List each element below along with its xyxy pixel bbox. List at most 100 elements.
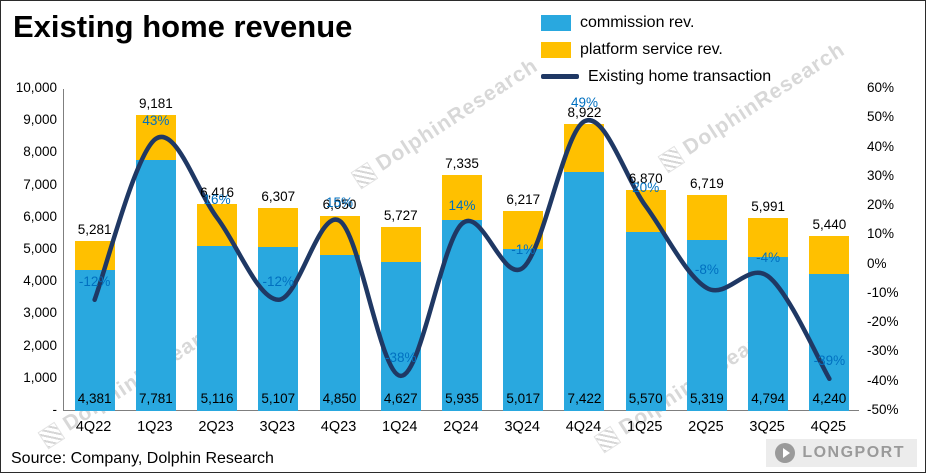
longport-logo-icon	[775, 443, 796, 463]
bar-total-label: 9,181	[138, 96, 173, 112]
bar-commission	[135, 160, 176, 411]
line-value-label: 20%	[632, 180, 660, 196]
bar-total-label: 6,217	[506, 191, 541, 207]
bar-commission	[380, 262, 421, 411]
y2-axis-tick: -20%	[867, 314, 899, 330]
bar-commission	[809, 274, 850, 411]
x-axis-label: 3Q25	[749, 419, 785, 435]
bar-total-label: 6,416	[200, 185, 234, 201]
bar-commission	[319, 254, 360, 411]
legend-item: commission rev.	[541, 9, 771, 36]
legend: commission rev. platform service rev. Exis…	[541, 9, 771, 90]
line-value-label: 14%	[448, 197, 476, 213]
bar-total-label: 5,281	[77, 221, 112, 237]
line-value-label: 15%	[326, 194, 354, 210]
y2-axis-tick: 0%	[867, 255, 887, 271]
x-axis-label: 2Q23	[198, 419, 234, 435]
y2-axis-tick: 40%	[867, 138, 895, 154]
longport-logo-text: LONGPORT	[802, 444, 905, 461]
bar-commission-label: 5,935	[445, 391, 479, 406]
y2-axis-tick: -10%	[867, 284, 899, 300]
legend-color-swatch-icon	[541, 41, 571, 58]
x-axis-label: 3Q23	[259, 419, 296, 435]
legend-label: platform service rev.	[580, 40, 723, 58]
bar-commission-label: 5,319	[690, 391, 724, 406]
bar-commission-label: 4,240	[812, 391, 847, 406]
y-axis-tick: 10,000	[15, 80, 57, 95]
x-axis-label: 4Q23	[320, 419, 357, 435]
bar-platform	[258, 207, 299, 247]
bar-commission	[564, 172, 605, 411]
bar-commission-label: 4,381	[77, 391, 112, 406]
y-axis-tick: 6,000	[23, 208, 57, 224]
y-axis-tick: 4,000	[23, 273, 57, 289]
legend-item: Existing home transaction	[541, 63, 771, 90]
x-axis-label: 2Q24	[443, 419, 479, 435]
line-value-label: 49%	[570, 95, 598, 111]
bar-total-label: 5,727	[383, 207, 418, 223]
bar-total-label: 8,922	[567, 104, 602, 120]
y-axis-tick: 8,000	[23, 144, 57, 160]
bar-commission	[197, 246, 238, 411]
bar-platform	[748, 218, 789, 257]
y2-axis-tick: -40%	[867, 372, 899, 388]
plot-area: 5,281 4,381 9,181 7,781 6,416 5,116 6,307 5,107…	[63, 89, 859, 411]
x-axis-label: 1Q25	[626, 419, 663, 435]
bar-commission-label: 5,017	[506, 391, 541, 406]
y2-axis-tick: 50%	[867, 109, 895, 125]
bar-platform	[442, 174, 482, 220]
legend-item: platform service rev.	[541, 36, 771, 63]
transaction-line-layer	[92, 117, 832, 382]
x-axis-label: 1Q24	[382, 419, 418, 435]
bar-commission	[686, 239, 727, 411]
bar-commission-label: 4,850	[322, 391, 357, 406]
bar-commission	[503, 249, 544, 411]
legend-label: Existing home transaction	[588, 67, 772, 85]
y-axis-tick: 3,000	[23, 305, 57, 321]
bar-commission	[625, 231, 666, 411]
bar-commission-label: 4,794	[751, 391, 786, 406]
y2-axis-tick: -30%	[867, 343, 899, 359]
bar-platform	[809, 235, 850, 275]
transaction-line	[92, 117, 832, 382]
bar-commission	[748, 256, 789, 411]
bar-platform	[686, 194, 727, 240]
bar-commission-label: 7,781	[138, 391, 173, 406]
source-note: Source: Company, Dolphin Research	[11, 450, 274, 467]
chart-title: Existing home revenue	[13, 9, 353, 44]
bar-commission-label: 5,107	[261, 391, 296, 406]
line-value-label: -1%	[511, 241, 536, 257]
y-axis-tick: 2,000	[23, 337, 57, 353]
bar-total-label: 6,307	[261, 188, 296, 204]
line-value-label: -12%	[78, 273, 111, 289]
y-axis-tick: 7,000	[23, 176, 57, 192]
line-value-label: 43%	[142, 112, 170, 128]
x-axis-label: 2Q25	[688, 419, 724, 435]
y2-axis-tick: 20%	[867, 197, 895, 213]
y-axis-tick: -	[52, 402, 58, 417]
bar-commission-label: 4,627	[383, 391, 418, 406]
y2-axis-tick: -50%	[867, 402, 899, 417]
bar-commission-label: 5,116	[200, 391, 234, 406]
x-axis-label: 1Q23	[137, 419, 173, 435]
legend-line-swatch-icon	[541, 74, 579, 79]
y-axis-tick: 5,000	[23, 241, 57, 256]
dolphin-watermark-logo-icon	[37, 421, 66, 450]
legend-color-swatch-icon	[541, 14, 571, 31]
x-axis-label: 4Q24	[565, 419, 602, 435]
x-axis-label: 3Q24	[504, 419, 540, 435]
y2-axis-tick: 30%	[867, 167, 895, 183]
bar-platform	[564, 123, 605, 172]
bar-total-label: 7,335	[445, 155, 479, 171]
line-value-label: -4%	[756, 250, 781, 266]
bar-total-label: 5,991	[751, 199, 786, 215]
x-axis-label: 4Q25	[810, 419, 847, 435]
legend-label: commission rev.	[580, 13, 695, 31]
bar-commission-label: 5,570	[628, 391, 663, 406]
y2-axis-tick: 10%	[867, 226, 895, 242]
bar-commission	[258, 246, 299, 411]
bar-total-label: 6,050	[322, 197, 357, 213]
line-value-label: -8%	[694, 262, 719, 278]
line-value-label: 16%	[203, 191, 231, 207]
